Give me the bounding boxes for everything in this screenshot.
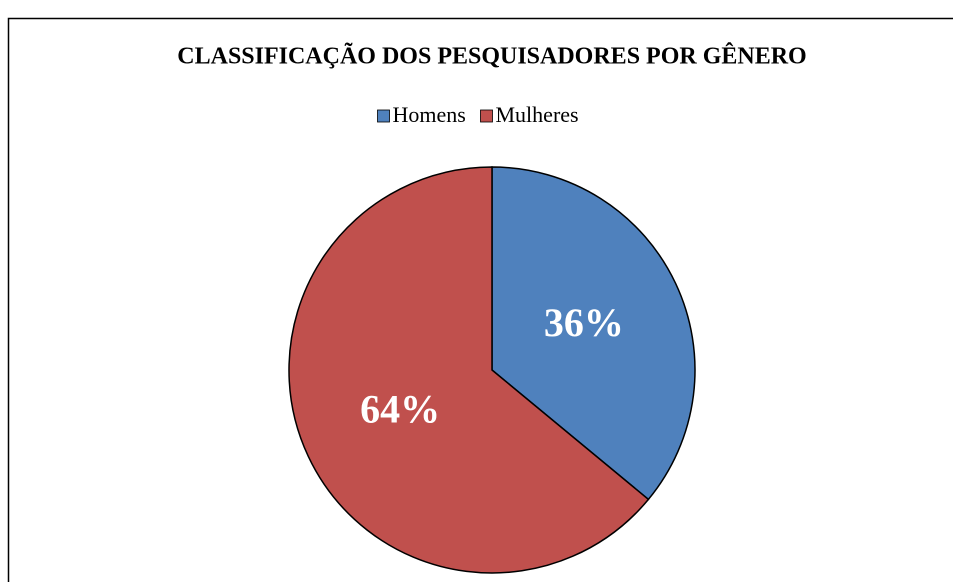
data-label: 36% — [544, 300, 624, 345]
data-label: 64% — [360, 386, 440, 431]
legend-label: Homens — [393, 102, 466, 127]
chart-title: CLASSIFICAÇÃO DOS PESQUISADORES POR GÊNE… — [177, 43, 806, 70]
pie-slice — [491, 166, 696, 501]
pie-slice — [288, 166, 650, 574]
legend-label: Mulheres — [496, 102, 579, 127]
legend-swatch — [377, 109, 390, 123]
legend-swatch — [480, 109, 493, 123]
